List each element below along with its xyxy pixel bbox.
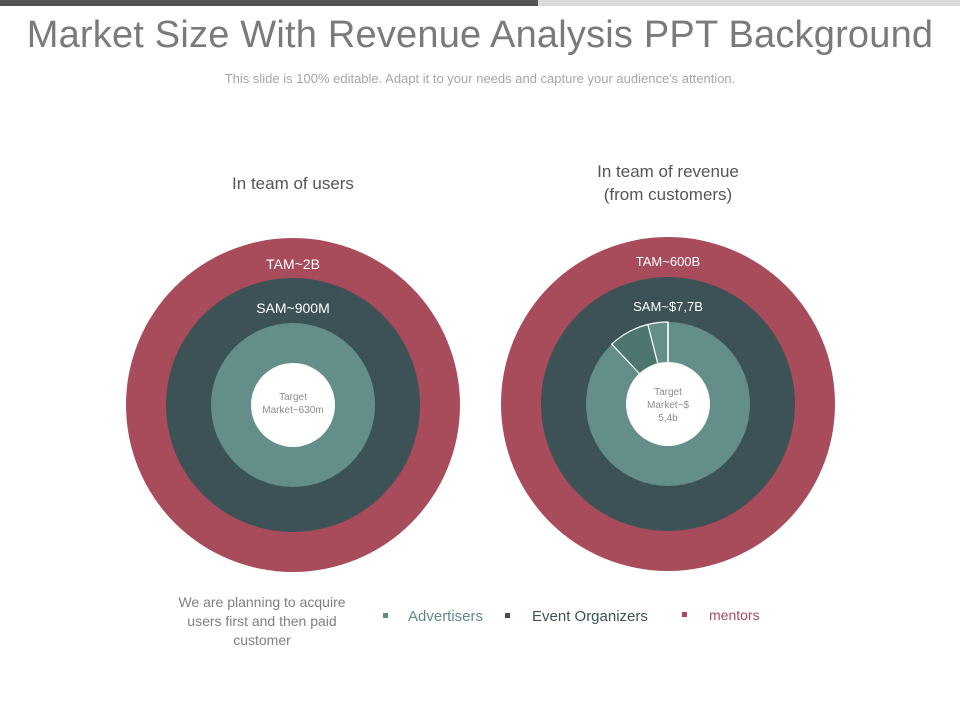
legend-label-advertisers: Advertisers	[408, 608, 484, 625]
revenue-heading: In team of revenue (from customers)	[535, 160, 801, 206]
revenue-target-label-line3: 5,4b	[658, 413, 678, 424]
legend-item-advertisers: Advertisers	[383, 608, 483, 625]
users-center-hole	[251, 363, 335, 447]
legend-swatch-mentors	[682, 611, 687, 617]
users-target-label-line2: Market~630m	[262, 405, 323, 416]
users-heading: In team of users	[232, 174, 354, 193]
legend-swatch-advertisers	[383, 612, 388, 618]
revenue-sam-label: SAM~$7,7B	[633, 299, 703, 314]
users-target-label-line1: Target	[279, 392, 307, 403]
slide-subtitle: This slide is 100% editable. Adapt it to…	[224, 71, 736, 86]
revenue-target-label-line2: Market~$	[647, 400, 689, 411]
legend-item-event-organizers: Event Organizers	[505, 608, 648, 625]
revenue-tam-label: TAM~600B	[636, 254, 700, 269]
acquisition-note: We are planning to acquire users first a…	[178, 594, 346, 648]
top-accent-bar	[0, 0, 960, 6]
users-sam-label: SAM~900M	[256, 300, 330, 316]
revenue-heading-line2: (from customers)	[603, 185, 733, 204]
legend-label-event-organizers: Event Organizers	[532, 608, 648, 625]
top-accent-bar-dark	[0, 0, 538, 6]
slide-title: Market Size With Revenue Analysis PPT Ba…	[26, 14, 934, 56]
legend-label-mentors: mentors	[709, 607, 760, 623]
revenue-circles: TAM~600B SAM~$7,7B Target Market~$ 5,4b	[501, 237, 835, 571]
revenue-target-label-line1: Target	[654, 387, 682, 398]
users-circles: TAM~2B SAM~900M Target Market~630m	[126, 238, 460, 572]
legend-swatch-event-organizers	[505, 612, 510, 618]
users-tam-label: TAM~2B	[266, 256, 320, 272]
top-accent-bar-light	[538, 0, 960, 6]
revenue-center-hole	[626, 362, 710, 446]
revenue-heading-line1: In team of revenue	[597, 162, 739, 181]
legend-item-mentors: mentors	[682, 607, 760, 623]
